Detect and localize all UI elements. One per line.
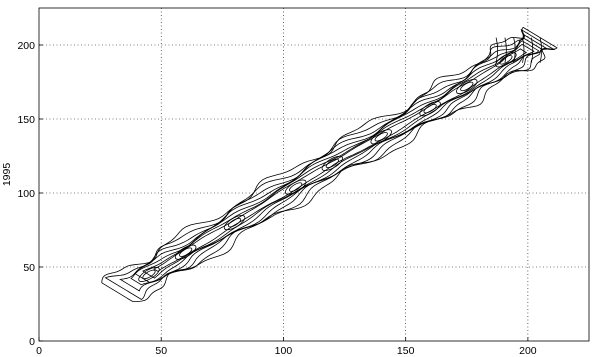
contour-peak [138, 266, 160, 282]
contour-peak [460, 81, 474, 92]
contour-corner [495, 37, 499, 63]
contour-peak [495, 52, 517, 68]
contour-corner [539, 37, 543, 63]
contour-level-6 [142, 43, 535, 279]
contour-peak [321, 155, 344, 171]
y-axis: 0 50 100 150 200 [17, 40, 43, 348]
contour-peak [179, 247, 193, 257]
grid-lines [39, 8, 589, 341]
y-tick-label: 0 [29, 336, 35, 348]
y-tick-label: 150 [17, 114, 35, 126]
contour-level-1 [101, 26, 558, 302]
y-tick-label: 200 [17, 40, 35, 52]
y-tick-label: 50 [23, 262, 35, 274]
x-tick-label: 100 [275, 345, 293, 357]
contour-peak [325, 158, 339, 169]
contour-peak [289, 182, 303, 192]
contour-level-5 [134, 40, 540, 283]
plot-frame [38, 7, 590, 342]
contour-peak [370, 129, 392, 145]
x-axis: 0 50 100 150 200 [36, 337, 537, 357]
contour-peak [499, 55, 513, 65]
y-axis-label: 1995 [1, 163, 13, 187]
contour-peak [223, 215, 246, 231]
contour-corner [522, 37, 525, 63]
contour-level-2 [104, 28, 556, 300]
contour-peak [284, 179, 307, 195]
contour-lines [101, 26, 558, 302]
contour-corner [513, 37, 516, 63]
contour-peak [423, 103, 437, 114]
x-tick-label: 50 [155, 345, 167, 357]
contour-level-3 [119, 33, 549, 292]
x-tick-label: 0 [36, 345, 42, 357]
contour-peak [174, 244, 197, 260]
contour-peak [456, 78, 478, 94]
x-tick-label: 200 [519, 345, 537, 357]
contour-corner [504, 37, 507, 63]
x-tick-label: 150 [397, 345, 415, 357]
contour-corner [530, 37, 534, 63]
contour-level-4 [130, 37, 543, 286]
contour-peak [142, 269, 156, 280]
y-tick-label: 100 [17, 188, 35, 200]
contour-peak [419, 101, 441, 117]
contour-peak [227, 217, 242, 228]
contour-peak [374, 132, 388, 142]
